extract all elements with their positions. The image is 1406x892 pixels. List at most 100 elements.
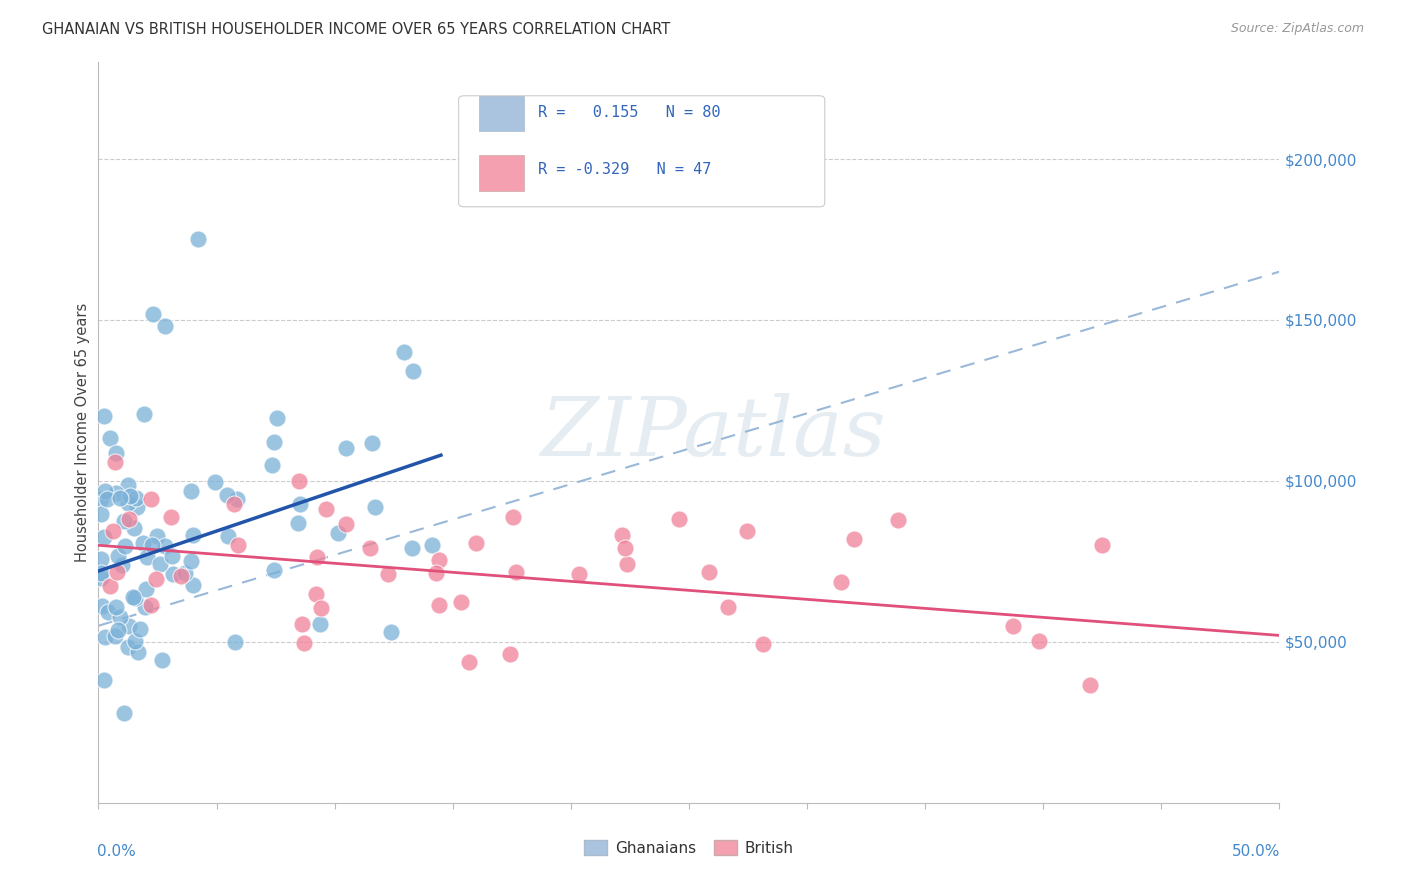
Point bbox=[263, 434, 285, 449]
Point bbox=[420, 538, 443, 552]
Point bbox=[124, 633, 146, 648]
Point bbox=[266, 411, 288, 425]
Point bbox=[120, 489, 142, 503]
Point bbox=[101, 524, 124, 539]
Point bbox=[288, 474, 311, 488]
Point bbox=[139, 599, 162, 613]
Point bbox=[180, 554, 202, 568]
Point bbox=[139, 491, 162, 506]
Point bbox=[180, 483, 202, 498]
Point bbox=[98, 579, 121, 593]
Point bbox=[830, 574, 852, 589]
Point bbox=[315, 501, 337, 516]
Point bbox=[457, 655, 479, 669]
Point bbox=[132, 407, 155, 421]
Point bbox=[127, 645, 149, 659]
Point bbox=[401, 541, 423, 555]
Point bbox=[108, 610, 131, 624]
Point bbox=[335, 516, 357, 531]
Point bbox=[149, 557, 172, 571]
Point bbox=[427, 599, 450, 613]
Point bbox=[90, 571, 112, 585]
Point bbox=[173, 566, 195, 580]
Point bbox=[568, 566, 591, 581]
Point bbox=[117, 477, 139, 491]
Point bbox=[105, 486, 128, 500]
Point bbox=[305, 587, 328, 601]
Point bbox=[114, 540, 136, 554]
Point bbox=[326, 526, 349, 541]
Point bbox=[402, 364, 425, 378]
Point bbox=[129, 623, 152, 637]
Point bbox=[112, 514, 135, 528]
Point bbox=[204, 475, 226, 489]
Y-axis label: Householder Income Over 65 years: Householder Income Over 65 years bbox=[75, 303, 90, 562]
Point bbox=[288, 497, 311, 511]
Point bbox=[90, 492, 112, 507]
Point bbox=[90, 599, 112, 613]
Point bbox=[132, 535, 155, 549]
Point bbox=[363, 500, 385, 515]
Point bbox=[717, 599, 740, 614]
Point bbox=[263, 563, 285, 577]
Point bbox=[118, 619, 141, 633]
Point bbox=[287, 516, 309, 530]
Point bbox=[392, 344, 415, 359]
Point bbox=[94, 630, 117, 644]
Point bbox=[162, 549, 184, 563]
Point bbox=[90, 507, 112, 521]
Point bbox=[187, 232, 209, 246]
Point bbox=[502, 510, 524, 524]
Point bbox=[425, 566, 447, 580]
Point bbox=[127, 500, 149, 514]
Text: GHANAIAN VS BRITISH HOUSEHOLDER INCOME OVER 65 YEARS CORRELATION CHART: GHANAIAN VS BRITISH HOUSEHOLDER INCOME O… bbox=[42, 22, 671, 37]
Point bbox=[450, 594, 472, 608]
Point bbox=[309, 601, 332, 615]
Point bbox=[117, 640, 139, 655]
Point bbox=[1001, 619, 1024, 633]
Point bbox=[359, 541, 381, 556]
Point bbox=[380, 624, 402, 639]
Point bbox=[124, 591, 146, 606]
FancyBboxPatch shape bbox=[478, 155, 523, 191]
FancyBboxPatch shape bbox=[478, 95, 523, 131]
Point bbox=[1091, 538, 1114, 552]
Point bbox=[224, 634, 246, 648]
Point bbox=[104, 455, 127, 469]
Point bbox=[104, 446, 127, 460]
Point bbox=[181, 578, 204, 592]
Point bbox=[217, 529, 239, 543]
Point bbox=[122, 521, 145, 535]
Point bbox=[427, 553, 450, 567]
Point bbox=[145, 572, 167, 586]
Point bbox=[181, 528, 204, 542]
Point bbox=[94, 484, 117, 499]
Point bbox=[1028, 634, 1050, 648]
Point bbox=[105, 599, 128, 614]
Point bbox=[226, 538, 249, 552]
Text: ZIPatlas: ZIPatlas bbox=[540, 392, 886, 473]
Point bbox=[135, 549, 157, 564]
Point bbox=[142, 306, 165, 320]
Point bbox=[292, 635, 315, 649]
Point bbox=[112, 706, 135, 720]
Point bbox=[97, 605, 120, 619]
Text: 0.0%: 0.0% bbox=[97, 844, 136, 858]
Point bbox=[150, 653, 173, 667]
Point bbox=[737, 524, 759, 539]
Text: Source: ZipAtlas.com: Source: ZipAtlas.com bbox=[1230, 22, 1364, 36]
Point bbox=[464, 536, 486, 550]
Point bbox=[291, 616, 314, 631]
Point bbox=[616, 557, 638, 571]
Point bbox=[90, 552, 112, 566]
Point bbox=[262, 458, 284, 472]
Legend: Ghanaians, British: Ghanaians, British bbox=[578, 834, 800, 862]
Point bbox=[153, 319, 176, 334]
Point bbox=[215, 488, 238, 502]
Point bbox=[111, 558, 134, 572]
Point bbox=[145, 528, 167, 542]
Point bbox=[134, 599, 156, 614]
Point bbox=[122, 590, 145, 604]
Point bbox=[170, 569, 193, 583]
Point bbox=[377, 566, 399, 581]
